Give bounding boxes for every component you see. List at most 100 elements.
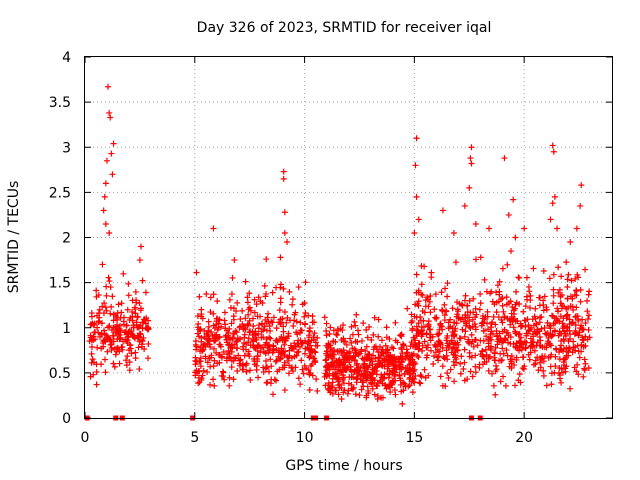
y-tick-labels: 0 0.5 1 1.5 2 2.5 3 3.5 4 [49,50,71,427]
data-point [247,307,254,314]
data-point [499,265,506,272]
data-point [511,362,518,369]
data-point [247,342,254,349]
data-point [195,320,202,327]
data-point [259,321,266,328]
data-point [550,271,557,278]
data-point [195,374,202,381]
data-point [200,346,207,353]
data-point [106,278,113,285]
data-point [279,337,286,344]
data-point [283,335,290,342]
data-point [476,361,483,368]
data-point [565,304,572,311]
data-point [412,373,419,380]
data-point [547,363,554,370]
data-point [404,350,411,357]
data-point [351,318,358,325]
data-point [138,343,145,350]
data-point-peak [461,202,468,209]
data-point [586,288,593,295]
data-point [502,382,509,389]
data-point [88,313,95,320]
data-point [385,374,392,381]
data-point [354,366,361,373]
data-point [297,381,304,388]
data-point-peak [551,193,558,200]
data-point [375,316,382,323]
data-point [550,286,557,293]
data-point [490,313,497,320]
data-point-peak [280,168,287,175]
data-point [107,284,114,291]
data-point [222,325,229,332]
data-point-peak [577,202,584,209]
data-point [537,342,544,349]
data-point [454,299,461,306]
data-point [460,365,467,372]
data-point [493,328,500,335]
data-point [309,313,316,320]
data-point [558,379,565,386]
data-point [444,370,451,377]
data-point [415,327,422,334]
data-point [370,331,377,338]
data-point [132,355,139,362]
data-point [139,277,146,284]
data-point [371,344,378,351]
data-point [197,363,204,370]
y-tick-label: 3.5 [49,95,71,111]
data-point [102,304,109,311]
data-point [200,367,207,374]
data-point [250,315,257,322]
data-point-peak [468,144,475,151]
data-point [88,343,95,350]
data-point [300,370,307,377]
data-point [239,307,246,314]
data-point [126,327,133,334]
data-point [373,367,380,374]
data-point [393,362,400,369]
data-point [277,316,284,323]
data-point [458,301,465,308]
data-point [301,350,308,357]
data-point [260,326,267,333]
data-point [538,313,545,320]
data-point [335,382,342,389]
data-point [425,372,432,379]
data-point [242,278,249,285]
data-point [520,308,527,315]
data-point [462,292,469,299]
data-point [211,382,218,389]
data-point [297,319,304,326]
data-point [544,319,551,326]
data-point [429,333,436,340]
data-point [388,344,395,351]
data-point [253,301,260,308]
data-point [400,379,407,386]
data-point [556,318,563,325]
data-point [421,338,428,345]
data-point [134,332,141,339]
data-point [390,345,397,352]
data-point [384,349,391,356]
data-point [443,347,450,354]
data-point [92,329,99,336]
data-point [557,300,564,307]
data-point [197,344,204,351]
data-point [421,309,428,316]
data-point [133,299,140,306]
data-point [371,391,378,398]
data-point [574,361,581,368]
data-point [301,321,308,328]
data-point [334,331,341,338]
data-point [244,299,251,306]
data-point [461,346,468,353]
data-point [567,293,574,300]
data-point [360,361,367,368]
data-point [430,360,437,367]
data-point [524,330,531,337]
data-point [274,368,281,375]
data-point [237,316,244,323]
data-point [383,324,390,331]
